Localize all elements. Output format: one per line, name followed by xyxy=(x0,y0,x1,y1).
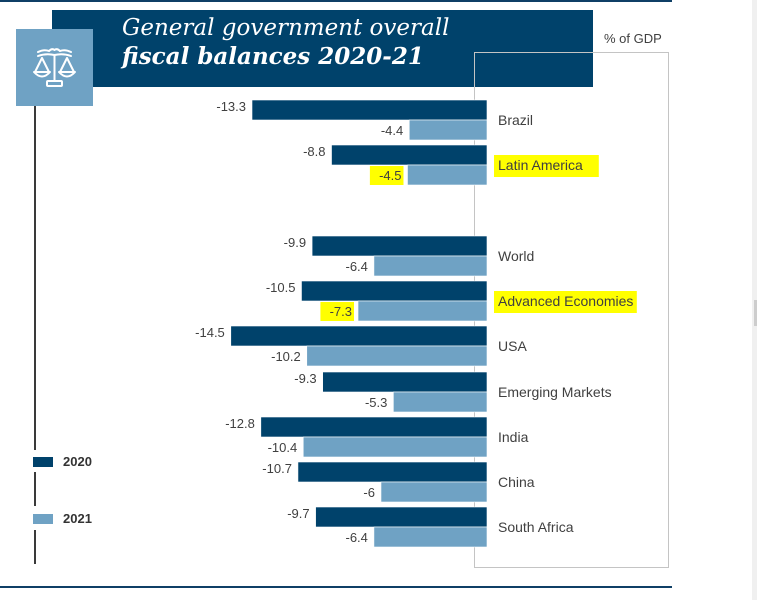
bar-2021-usa xyxy=(306,345,488,367)
bar-2021-advanced-economies xyxy=(357,300,488,322)
value-label: -14.5 xyxy=(195,325,225,340)
timeline-line xyxy=(34,472,36,506)
bar-2021-south-africa xyxy=(373,526,488,548)
category-label-south-africa: South Africa xyxy=(498,519,574,535)
chart-title: General government overall fiscal balanc… xyxy=(122,14,449,71)
bar-2020-china xyxy=(297,461,488,483)
legend-swatch-2021 xyxy=(33,514,53,524)
value-label: -9.3 xyxy=(294,371,316,386)
legend-label-2021: 2021 xyxy=(63,511,92,526)
category-label-panel xyxy=(474,52,669,568)
value-label: -10.4 xyxy=(268,440,298,455)
value-label: -10.2 xyxy=(271,349,301,364)
category-label-advanced-economies: Advanced Economies xyxy=(498,293,633,309)
value-label: -13.3 xyxy=(216,99,246,114)
bar-2021-india xyxy=(302,436,488,458)
bar-2021-brazil xyxy=(408,119,488,141)
value-label: -6 xyxy=(363,485,375,500)
category-label-usa: USA xyxy=(498,338,527,354)
category-label-emerging-markets: Emerging Markets xyxy=(498,384,612,400)
bar-2021-world xyxy=(373,255,488,277)
bar-2020-advanced-economies xyxy=(301,280,488,302)
bar-2020-emerging-markets xyxy=(322,371,488,393)
value-label: -10.7 xyxy=(262,461,292,476)
category-label-india: India xyxy=(498,429,529,445)
bar-2020-south-africa xyxy=(315,506,488,528)
bar-2020-india xyxy=(260,416,488,438)
category-highlight xyxy=(494,291,637,313)
value-label: -7.3 xyxy=(330,304,352,319)
unit-label: % of GDP xyxy=(604,31,662,46)
scales-of-justice-icon xyxy=(16,29,93,106)
highlight-2021-latin-america xyxy=(369,166,404,185)
value-label: -8.8 xyxy=(303,144,325,159)
category-highlight xyxy=(494,155,599,177)
category-label-china: China xyxy=(498,474,535,490)
scrollbar-thumb[interactable] xyxy=(754,300,757,326)
bar-2020-brazil xyxy=(251,99,488,121)
value-label: -10.5 xyxy=(266,280,296,295)
timeline-line xyxy=(34,530,36,564)
title-banner xyxy=(52,10,593,87)
value-label: -6.4 xyxy=(346,259,368,274)
timeline-line xyxy=(34,106,36,450)
bar-2021-emerging-markets xyxy=(393,391,488,413)
top-rule xyxy=(0,0,672,2)
legend-label-2020: 2020 xyxy=(63,454,92,469)
bar-2020-world xyxy=(311,235,488,257)
category-label-world: World xyxy=(498,248,534,264)
bar-2021-china xyxy=(380,481,488,503)
highlight-2021-advanced-economies xyxy=(320,302,355,321)
category-label-latin-america: Latin America xyxy=(498,157,583,173)
legend-swatch-2020 xyxy=(33,457,53,467)
chart-title-line2: fiscal balances 2020-21 xyxy=(122,43,424,70)
bar-2020-latin-america xyxy=(331,144,488,166)
category-label-brazil: Brazil xyxy=(498,112,533,128)
value-label: -5.3 xyxy=(365,395,387,410)
value-label: -4.5 xyxy=(379,168,401,183)
bottom-rule xyxy=(0,586,672,588)
bar-2021-latin-america xyxy=(407,164,488,186)
chart-title-line1: General government overall xyxy=(122,15,450,41)
value-label: -12.8 xyxy=(225,416,255,431)
bar-2020-usa xyxy=(230,325,488,347)
value-label: -9.7 xyxy=(287,506,309,521)
value-label: -6.4 xyxy=(346,530,368,545)
value-label: -9.9 xyxy=(284,235,306,250)
value-label: -4.4 xyxy=(381,123,403,138)
